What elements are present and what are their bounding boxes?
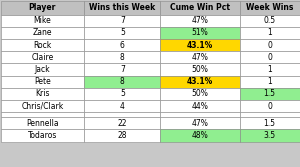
Text: 0: 0 — [267, 41, 272, 50]
Text: 6: 6 — [120, 41, 125, 50]
Text: 50%: 50% — [192, 90, 208, 98]
Bar — [160, 76, 240, 88]
Text: 1: 1 — [267, 29, 272, 37]
Bar — [240, 39, 299, 51]
Text: Wins this Week: Wins this Week — [89, 3, 155, 12]
Text: Jack: Jack — [34, 65, 50, 74]
Text: 50%: 50% — [192, 65, 208, 74]
Bar — [160, 39, 240, 51]
Text: Week Wins: Week Wins — [246, 3, 293, 12]
Text: 43.1%: 43.1% — [187, 41, 213, 50]
Text: Rock: Rock — [33, 41, 52, 50]
Bar — [160, 129, 240, 142]
Bar — [240, 112, 299, 117]
Text: 28: 28 — [118, 131, 127, 140]
Bar — [160, 1, 240, 15]
Text: 0: 0 — [267, 102, 272, 111]
Bar — [240, 51, 299, 63]
Bar — [1, 1, 84, 15]
Bar — [84, 63, 160, 76]
Text: Cume Win Pct: Cume Win Pct — [170, 3, 230, 12]
Bar — [240, 129, 299, 142]
Bar — [240, 15, 299, 27]
Bar — [1, 27, 84, 39]
Bar — [240, 27, 299, 39]
Bar — [240, 88, 299, 100]
Bar — [84, 76, 160, 88]
Text: 1.5: 1.5 — [264, 90, 276, 98]
Text: 47%: 47% — [192, 16, 208, 25]
Bar — [160, 112, 240, 117]
Text: 7: 7 — [120, 65, 125, 74]
Bar — [1, 112, 84, 117]
Bar — [84, 51, 160, 63]
Bar — [240, 63, 299, 76]
Bar — [160, 27, 240, 39]
Text: Claire: Claire — [31, 53, 53, 62]
Text: 3.5: 3.5 — [263, 131, 276, 140]
Bar — [1, 15, 84, 27]
Text: 1.5: 1.5 — [264, 119, 276, 128]
Bar — [84, 15, 160, 27]
Text: Kris: Kris — [35, 90, 50, 98]
Bar — [160, 100, 240, 112]
Bar — [160, 51, 240, 63]
Text: 1: 1 — [267, 65, 272, 74]
Text: 0: 0 — [267, 53, 272, 62]
Bar — [1, 76, 84, 88]
Text: 51%: 51% — [192, 29, 208, 37]
Text: 0.5: 0.5 — [263, 16, 276, 25]
Text: Pete: Pete — [34, 77, 51, 86]
Text: 47%: 47% — [192, 53, 208, 62]
Text: Todaros: Todaros — [28, 131, 57, 140]
Text: 5: 5 — [120, 90, 125, 98]
Bar — [84, 1, 160, 15]
Text: 47%: 47% — [192, 119, 208, 128]
Bar — [1, 129, 84, 142]
Bar — [84, 88, 160, 100]
Bar — [240, 1, 299, 15]
Bar — [240, 100, 299, 112]
Bar — [160, 63, 240, 76]
Bar — [240, 76, 299, 88]
Bar — [1, 39, 84, 51]
Bar — [240, 117, 299, 129]
Text: Mike: Mike — [34, 16, 51, 25]
Text: 8: 8 — [120, 77, 125, 86]
Text: 8: 8 — [120, 53, 125, 62]
Bar — [84, 27, 160, 39]
Bar — [84, 39, 160, 51]
Text: Player: Player — [29, 3, 56, 12]
Text: Pennella: Pennella — [26, 119, 59, 128]
Bar — [1, 88, 84, 100]
Text: Zane: Zane — [33, 29, 52, 37]
Text: 4: 4 — [120, 102, 125, 111]
Bar — [84, 112, 160, 117]
Bar — [160, 15, 240, 27]
Bar — [1, 51, 84, 63]
Bar — [84, 100, 160, 112]
Text: 22: 22 — [118, 119, 127, 128]
Text: Chris/Clark: Chris/Clark — [21, 102, 64, 111]
Bar — [160, 88, 240, 100]
Bar — [1, 100, 84, 112]
Bar — [1, 117, 84, 129]
Text: 1: 1 — [267, 77, 272, 86]
Text: 43.1%: 43.1% — [187, 77, 213, 86]
Bar — [160, 117, 240, 129]
Text: 7: 7 — [120, 16, 125, 25]
Text: 44%: 44% — [192, 102, 208, 111]
Bar — [1, 63, 84, 76]
Text: 5: 5 — [120, 29, 125, 37]
Bar — [84, 129, 160, 142]
Bar — [84, 117, 160, 129]
Text: 48%: 48% — [192, 131, 208, 140]
